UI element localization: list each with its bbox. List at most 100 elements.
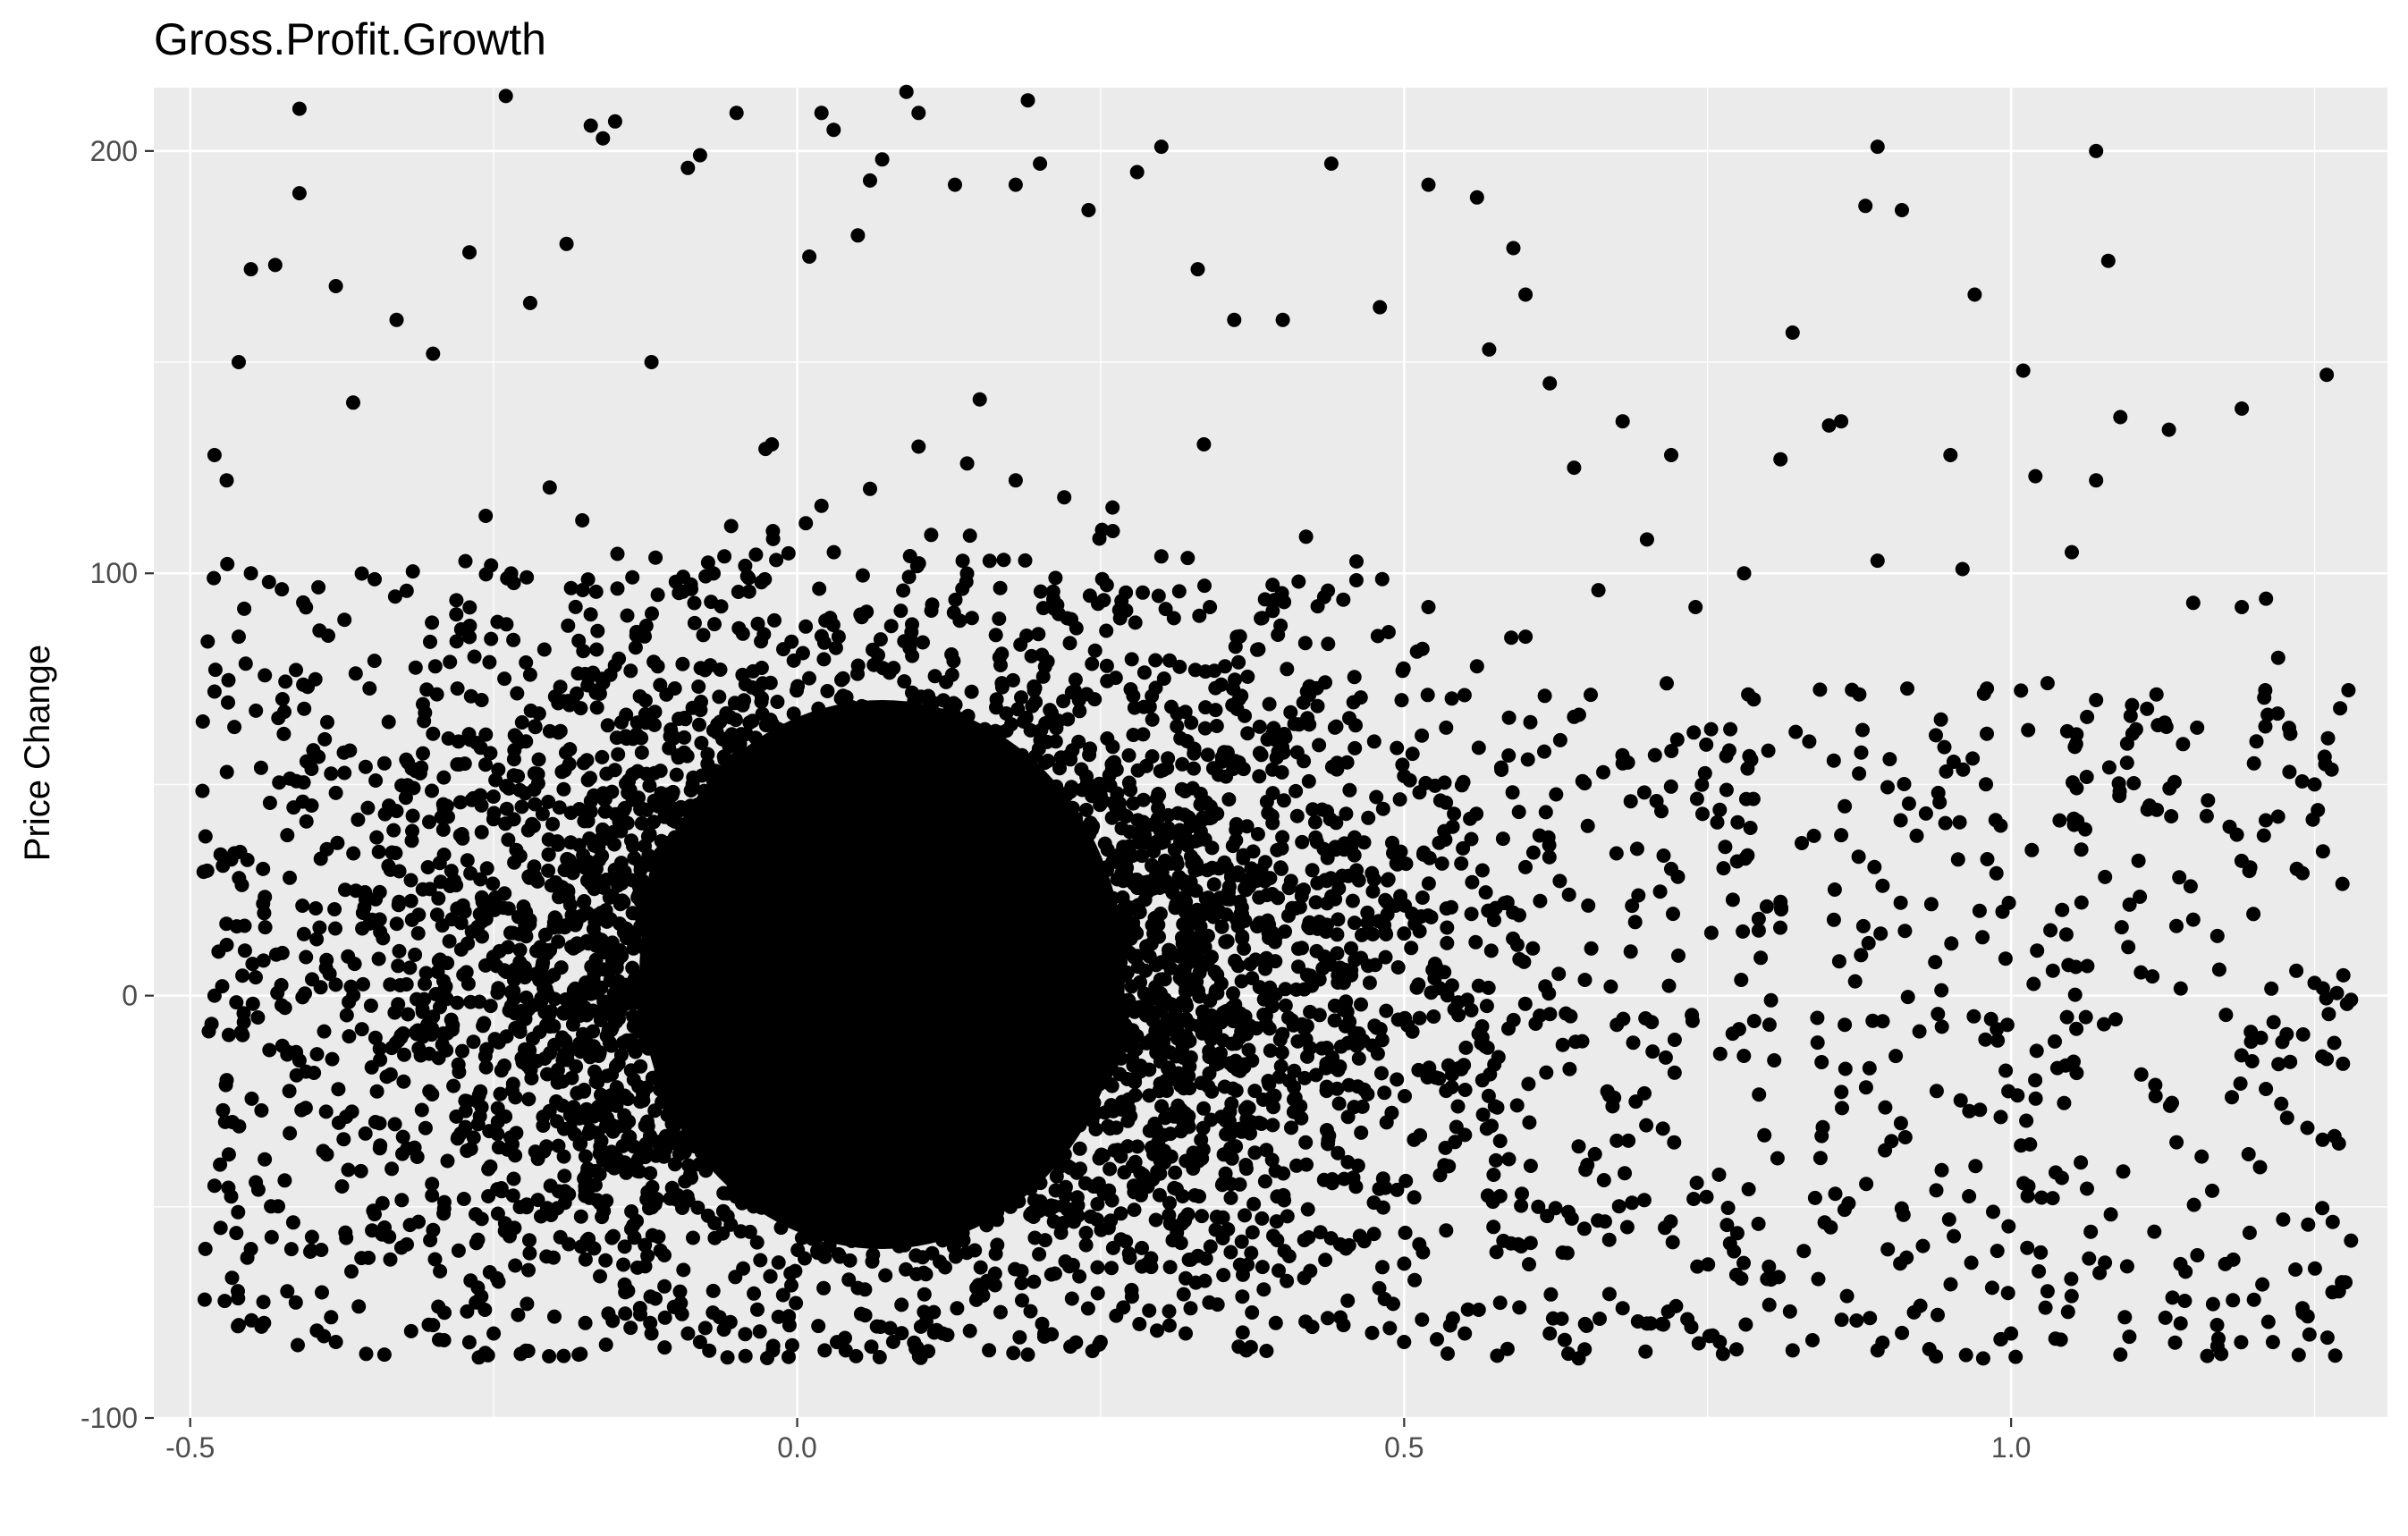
data-point [658,1128,673,1144]
data-point [895,1000,910,1015]
data-point [399,752,414,767]
data-point [389,916,404,932]
data-point [576,1026,590,1042]
data-point [403,873,418,888]
data-point [855,568,870,583]
data-point [1312,1008,1327,1023]
data-point [277,1173,292,1188]
data-point [742,1169,756,1184]
data-point [790,683,804,698]
data-point [478,509,494,523]
data-point [1169,853,1184,868]
data-point [1100,842,1115,857]
data-point [807,1194,823,1210]
data-point [693,1076,708,1092]
data-point [1087,1002,1103,1017]
data-point [886,1228,901,1243]
data-point [410,925,426,941]
data-point [647,1103,663,1118]
data-point [1266,721,1281,736]
data-point [1049,1169,1064,1184]
data-point [547,1037,562,1052]
data-point [1517,996,1533,1011]
data-point [1150,861,1165,876]
data-point [850,658,866,673]
data-point [1039,1144,1054,1160]
data-point [925,915,940,929]
data-point [1398,1010,1413,1025]
data-point [826,1029,841,1044]
data-point [607,837,621,852]
data-point [715,1035,731,1051]
data-point [646,814,662,830]
data-point [1348,740,1363,755]
data-point [1204,840,1220,856]
data-point [1169,1181,1184,1196]
data-point [1257,1174,1272,1189]
data-point [1113,1206,1128,1221]
data-point [908,819,923,834]
data-point [483,999,498,1014]
data-point [1078,1226,1094,1240]
data-point [960,1039,976,1054]
data-point [972,392,987,407]
data-point [1562,1061,1577,1076]
data-point [556,1149,571,1164]
data-point [921,835,936,850]
data-point [790,996,805,1011]
data-point [616,924,631,940]
data-point [508,1258,523,1273]
data-point [1539,1065,1554,1080]
data-point [1156,671,1171,686]
data-point [614,714,629,730]
data-point [623,663,638,679]
data-point [830,941,845,955]
data-point [617,997,632,1012]
data-point [819,857,834,873]
data-point [1288,1090,1303,1105]
data-point [1518,859,1533,874]
data-point [1288,982,1304,997]
data-point [511,1307,526,1322]
data-point [810,1123,825,1138]
data-point [590,623,605,638]
data-point [1188,937,1203,952]
data-point [913,1143,928,1158]
data-point [686,924,701,939]
data-point [897,737,912,752]
data-point [519,1343,534,1358]
data-point [1105,500,1120,515]
data-point [1065,800,1080,815]
data-point [213,847,228,862]
data-point [1366,734,1381,749]
data-point [375,1195,390,1211]
data-point [582,831,597,846]
data-point [685,777,700,792]
data-point [1127,700,1142,715]
data-point [1238,1158,1254,1172]
data-point [750,616,765,631]
data-point [429,907,444,923]
data-point [1151,588,1166,603]
data-point [967,1243,983,1258]
data-point [748,730,764,746]
data-point [518,786,533,801]
data-point [1145,1013,1161,1028]
data-point [1150,1323,1164,1338]
data-point [618,1285,633,1300]
data-point [849,1130,865,1145]
data-point [677,730,692,745]
data-point [972,1025,986,1041]
data-point [1521,1076,1536,1092]
data-point [1014,960,1029,975]
data-point [509,842,524,857]
data-point [942,744,957,759]
data-point [992,650,1007,665]
data-point [1264,808,1280,823]
data-point [426,1009,441,1025]
data-point [909,867,925,882]
data-point [784,1338,799,1353]
data-point [1303,1041,1318,1056]
data-point [788,1140,803,1155]
data-point [342,994,357,1009]
